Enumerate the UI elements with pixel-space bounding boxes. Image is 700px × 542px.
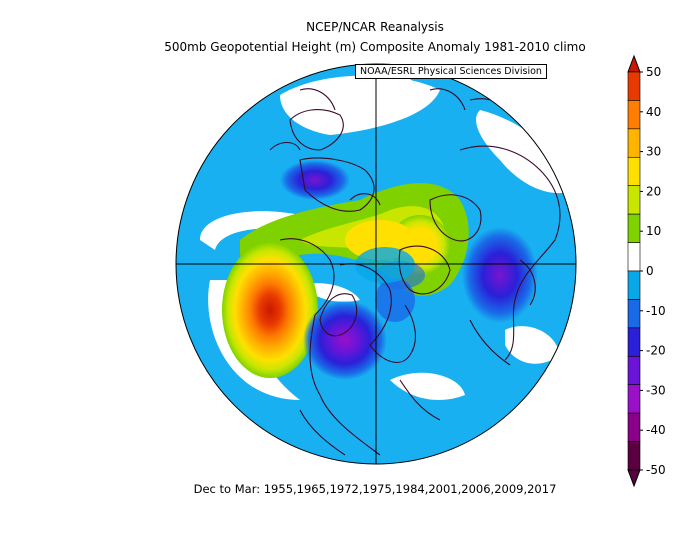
colorbar-tick-label: -10 xyxy=(646,304,666,318)
colorbar-tick-label: -20 xyxy=(646,344,666,358)
coastlines xyxy=(269,88,561,456)
colorbar-tick-label: 40 xyxy=(646,105,661,119)
colorbar-swatch xyxy=(627,270,641,300)
colorbar-swatch xyxy=(627,213,641,243)
colorbar-swatch xyxy=(627,384,641,414)
colorbar-swatch xyxy=(627,327,641,357)
colorbar-tick-label: -30 xyxy=(646,383,666,397)
colorbar-bottom-arrow xyxy=(627,469,641,488)
colorbar-swatch xyxy=(627,441,641,471)
colorbar-swatch xyxy=(627,299,641,329)
colorbar-swatch xyxy=(627,128,641,158)
colorbar-swatch xyxy=(627,242,641,272)
colorbar-tick-label: 50 xyxy=(646,65,661,79)
colorbar-tick-label: 20 xyxy=(646,184,661,198)
footer-years: Dec to Mar: 1955,1965,1972,1975,1984,200… xyxy=(193,482,557,496)
colorbar-tick-label: 0 xyxy=(646,264,654,278)
colorbar-tick-label: -40 xyxy=(646,423,666,437)
colorbar-swatch xyxy=(627,412,641,442)
credit-label: NOAA/ESRL Physical Sciences Division xyxy=(355,64,547,79)
colorbar-swatch xyxy=(627,71,641,101)
title-line-1: NCEP/NCAR Reanalysis xyxy=(306,20,444,34)
colorbar-swatch xyxy=(627,100,641,130)
colorbar-tick-label: -50 xyxy=(646,463,666,477)
colorbar-swatch xyxy=(627,156,641,187)
colorbar-swatch xyxy=(627,185,641,215)
colorbar-tick-label: 10 xyxy=(646,224,661,238)
colorbar-top-arrow xyxy=(627,54,641,73)
colorbar-swatch xyxy=(627,355,641,386)
colorbar-tick-label: 30 xyxy=(646,145,661,159)
title-line-2: 500mb Geopotential Height (m) Composite … xyxy=(164,40,586,54)
